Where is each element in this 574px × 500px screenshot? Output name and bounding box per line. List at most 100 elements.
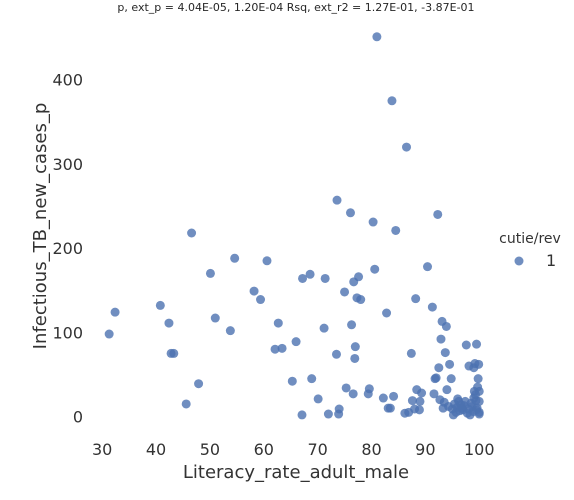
legend-title: cutie/rev [499, 231, 561, 247]
scatter-point [442, 385, 452, 395]
data-points [104, 32, 484, 420]
scatter-point [434, 363, 444, 373]
scatter-point [433, 209, 443, 219]
scatter-point [169, 348, 179, 358]
legend: cutie/rev 1 [499, 231, 561, 270]
y-tick-label: 100 [52, 323, 83, 342]
scatter-point [474, 386, 484, 396]
y-tick-label: 200 [52, 239, 83, 258]
scatter-point [417, 388, 427, 398]
scatter-point [340, 287, 350, 297]
scatter-point [181, 399, 191, 409]
scatter-point [331, 349, 341, 359]
scatter-point [427, 302, 437, 312]
scatter-point [305, 269, 315, 279]
scatter-point [389, 391, 399, 401]
scatter-point [205, 268, 215, 278]
scatter-point [320, 273, 330, 283]
scatter-point [297, 410, 307, 420]
scatter-point [277, 343, 287, 353]
scatter-point [387, 96, 397, 106]
scatter-point [469, 393, 479, 403]
scatter-point [356, 295, 366, 305]
scatter-point [368, 217, 378, 227]
scatter-point [372, 32, 382, 42]
x-tick-labels: 30 40 50 60 70 80 90 100 [92, 440, 495, 459]
scatter-point [307, 374, 317, 384]
scatter-point [414, 405, 424, 415]
scatter-point [382, 308, 392, 318]
scatter-point [291, 337, 301, 347]
scatter-point [110, 307, 120, 317]
scatter-point [270, 344, 280, 354]
x-axis-label: Literacy_rate_adult_male [183, 462, 409, 483]
scatter-point [341, 383, 351, 393]
x-tick-label: 70 [307, 440, 327, 459]
scatter-point [319, 323, 329, 333]
scatter-point [273, 318, 283, 328]
scatter-point [440, 348, 450, 358]
scatter-point [436, 334, 446, 344]
scatter-point [347, 320, 357, 330]
y-axis-label: Infectious_TB_new_cases_p [30, 103, 51, 350]
scatter-point [249, 286, 259, 296]
scatter-point [164, 318, 174, 328]
scatter-point [313, 394, 323, 404]
y-tick-label: 300 [52, 155, 83, 174]
scatter-point [446, 374, 456, 384]
scatter-point [210, 313, 220, 323]
x-tick-label: 80 [361, 440, 381, 459]
scatter-point [287, 376, 297, 386]
scatter-point [187, 228, 197, 238]
scatter-point [370, 264, 380, 274]
scatter-point [230, 253, 240, 263]
scatter-point [332, 195, 342, 205]
scatter-point [348, 389, 358, 399]
x-tick-label: 40 [146, 440, 166, 459]
y-tick-labels: 0 100 200 300 400 [52, 71, 83, 427]
scatter-point [155, 300, 165, 310]
scatter-point [431, 373, 441, 383]
scatter-point [402, 142, 412, 152]
scatter-point [350, 353, 360, 363]
scatter-point [407, 396, 417, 406]
scatter-point [474, 359, 484, 369]
scatter-point [256, 295, 266, 305]
scatter-point [354, 272, 364, 282]
scatter-point [415, 396, 425, 406]
x-tick-label: 100 [464, 440, 495, 459]
scatter-point [406, 348, 416, 358]
scatter-point [345, 208, 355, 218]
scatter-point [364, 384, 374, 394]
scatter-point [225, 326, 235, 336]
chart-title: p, ext_p = 4.04E-05, 1.20E-04 Rsq, ext_r… [117, 1, 474, 14]
x-tick-label: 50 [200, 440, 220, 459]
scatter-point [298, 273, 308, 283]
scatter-point [194, 379, 204, 389]
scatter-point [472, 339, 482, 349]
scatter-point [445, 359, 455, 369]
scatter-point [104, 329, 114, 339]
scatter-point [323, 409, 333, 419]
y-tick-label: 0 [73, 408, 83, 427]
legend-marker [514, 256, 524, 266]
scatter-point [411, 294, 421, 304]
scatter-point [423, 262, 433, 272]
scatter-point [350, 342, 360, 352]
scatter-point [472, 405, 482, 415]
y-tick-label: 400 [52, 71, 83, 90]
scatter-point [391, 225, 401, 235]
scatter-point [262, 256, 272, 266]
scatter-point [473, 374, 483, 384]
scatter-point [334, 404, 344, 414]
x-tick-label: 60 [254, 440, 274, 459]
scatter-point [461, 340, 471, 350]
legend-entry-label: 1 [546, 251, 556, 270]
scatter-point [378, 393, 388, 403]
scatter-point [441, 321, 451, 331]
scatter-point [429, 389, 439, 399]
x-tick-label: 90 [415, 440, 435, 459]
x-tick-label: 30 [92, 440, 112, 459]
scatter-point [385, 403, 395, 413]
